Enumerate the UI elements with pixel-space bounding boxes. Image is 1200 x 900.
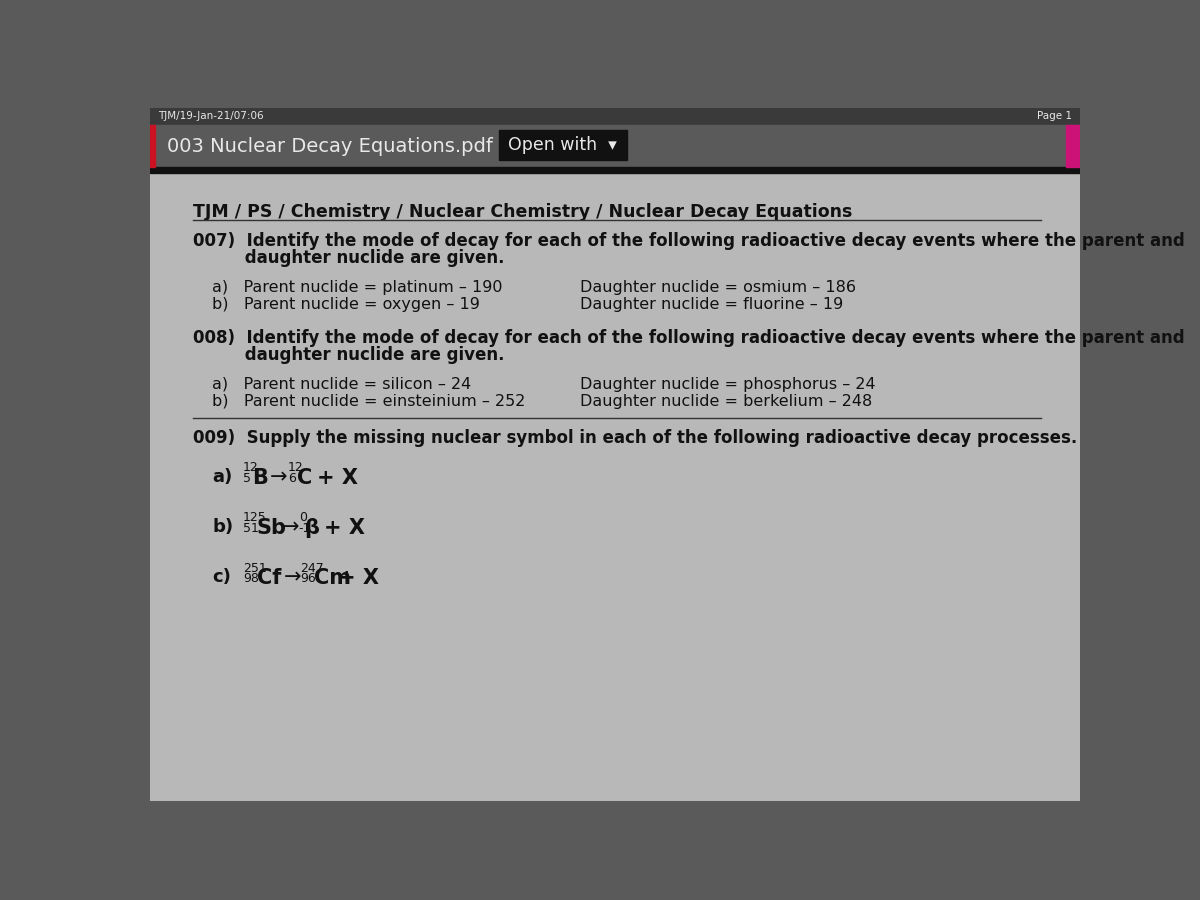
Bar: [150, 125, 155, 167]
Bar: [150, 125, 1080, 167]
Text: →: →: [282, 518, 299, 537]
Text: 12: 12: [288, 462, 304, 474]
Text: + X: + X: [337, 568, 378, 588]
Text: + X: + X: [324, 518, 365, 537]
Text: 251: 251: [242, 562, 266, 574]
Text: 125: 125: [242, 511, 266, 525]
Text: B: B: [252, 468, 268, 488]
Text: 247: 247: [300, 562, 324, 574]
Text: Page 1: Page 1: [1037, 112, 1073, 122]
Text: Cf: Cf: [257, 568, 281, 588]
Bar: [499, 130, 626, 159]
Text: 003 Nuclear Decay Equations.pdf: 003 Nuclear Decay Equations.pdf: [167, 137, 493, 156]
Text: Daughter nuclide = fluorine – 19: Daughter nuclide = fluorine – 19: [580, 297, 844, 311]
Text: 008)  Identify the mode of decay for each of the following radioactive decay eve: 008) Identify the mode of decay for each…: [193, 329, 1184, 347]
Text: b)   Parent nuclide = einsteinium – 252: b) Parent nuclide = einsteinium – 252: [212, 393, 526, 409]
Bar: [150, 167, 1080, 174]
Text: Open with  ▾: Open with ▾: [509, 136, 617, 154]
Text: Daughter nuclide = phosphorus – 24: Daughter nuclide = phosphorus – 24: [580, 377, 876, 392]
Text: Cm: Cm: [314, 568, 350, 588]
Text: 6: 6: [288, 472, 296, 485]
Text: →: →: [270, 468, 288, 488]
Text: TJM/19-Jan-21/07:06: TJM/19-Jan-21/07:06: [157, 112, 263, 122]
Text: a)   Parent nuclide = silicon – 24: a) Parent nuclide = silicon – 24: [212, 377, 472, 392]
Text: Daughter nuclide = berkelium – 248: Daughter nuclide = berkelium – 248: [580, 393, 872, 409]
Text: 5: 5: [242, 472, 251, 485]
Text: Daughter nuclide = osmium – 186: Daughter nuclide = osmium – 186: [580, 280, 856, 294]
Text: 98: 98: [242, 572, 259, 585]
Bar: [150, 108, 1080, 125]
Bar: [1066, 125, 1080, 167]
Text: 0: 0: [299, 511, 307, 525]
Text: 007)  Identify the mode of decay for each of the following radioactive decay eve: 007) Identify the mode of decay for each…: [193, 232, 1184, 250]
Text: 12: 12: [242, 462, 259, 474]
Text: 96: 96: [300, 572, 316, 585]
Text: →: →: [283, 568, 301, 588]
Text: a)   Parent nuclide = platinum – 190: a) Parent nuclide = platinum – 190: [212, 280, 503, 294]
Text: Sb: Sb: [257, 518, 287, 537]
Text: b): b): [212, 518, 233, 536]
Text: b)   Parent nuclide = oxygen – 19: b) Parent nuclide = oxygen – 19: [212, 297, 480, 311]
Text: c): c): [212, 568, 230, 586]
Text: + X: + X: [317, 468, 358, 488]
Text: a): a): [212, 468, 233, 486]
Text: TJM / PS / Chemistry / Nuclear Chemistry / Nuclear Decay Equations: TJM / PS / Chemistry / Nuclear Chemistry…: [193, 202, 852, 220]
Text: 51: 51: [242, 522, 259, 536]
Text: 009)  Supply the missing nuclear symbol in each of the following radioactive dec: 009) Supply the missing nuclear symbol i…: [193, 429, 1076, 447]
Text: daughter nuclide are given.: daughter nuclide are given.: [193, 346, 504, 364]
Text: daughter nuclide are given.: daughter nuclide are given.: [193, 249, 504, 267]
Text: -1: -1: [299, 522, 311, 536]
Text: C: C: [298, 468, 312, 488]
Text: β: β: [304, 518, 319, 537]
